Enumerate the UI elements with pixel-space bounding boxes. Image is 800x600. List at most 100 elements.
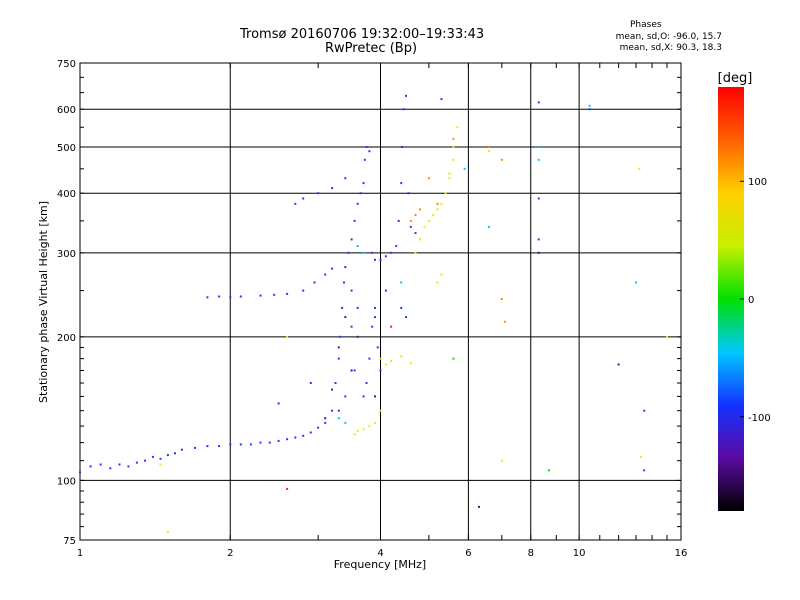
data-point — [339, 335, 342, 338]
data-point — [249, 443, 252, 446]
x-axis-label: Frequency [MHz] — [334, 558, 426, 571]
data-point — [427, 219, 430, 222]
data-point — [423, 225, 426, 228]
data-point — [356, 429, 359, 432]
data-point — [384, 363, 387, 366]
phase-stat-x: mean, sd,X: 90.3, 18.3 — [619, 43, 722, 53]
data-point — [118, 463, 121, 466]
data-point — [277, 402, 280, 405]
data-point — [334, 382, 337, 384]
data-point — [414, 214, 417, 216]
data-point — [286, 335, 289, 338]
data-point — [432, 214, 435, 216]
y-tick-label: 600 — [57, 105, 76, 116]
data-point — [353, 219, 356, 222]
y-axis-label: Stationary phase Virtual Height [km] — [37, 201, 50, 403]
data-point — [324, 421, 327, 424]
data-point — [286, 292, 289, 295]
colorbar-gradient — [718, 87, 744, 511]
colorbar-tick-label: 100 — [748, 177, 767, 188]
data-point — [440, 273, 443, 276]
data-point — [350, 369, 353, 372]
data-point — [286, 438, 289, 441]
data-point — [635, 281, 637, 284]
data-point — [379, 357, 382, 360]
data-point — [500, 459, 503, 462]
data-point — [344, 316, 347, 319]
data-point — [407, 192, 410, 195]
data-point — [337, 409, 340, 412]
data-point — [356, 306, 359, 309]
data-point — [239, 443, 242, 446]
data-point — [368, 150, 371, 153]
data-point — [363, 158, 366, 161]
data-point — [409, 225, 412, 228]
data-point — [365, 382, 368, 384]
y-tick-label: 500 — [57, 143, 76, 154]
data-point — [343, 281, 345, 284]
y-tick-label: 300 — [57, 249, 76, 260]
data-point — [488, 150, 491, 153]
data-point — [463, 167, 466, 170]
chart-title: Tromsø 20160706 19:32:00–19:33:43 — [240, 27, 485, 42]
data-point — [350, 238, 353, 241]
y-tick-label: 75 — [63, 536, 76, 547]
data-point — [362, 428, 365, 431]
data-point — [206, 296, 209, 299]
data-point — [427, 177, 430, 180]
data-point — [588, 104, 591, 107]
data-point — [414, 232, 417, 235]
data-point — [390, 251, 393, 254]
data-point — [537, 158, 540, 161]
data-point — [436, 281, 439, 284]
data-point — [440, 202, 443, 205]
data-point — [617, 363, 620, 366]
data-point — [337, 417, 340, 420]
chart-subtitle: RwPretec (Bp) — [325, 41, 418, 56]
data-point — [395, 245, 398, 247]
data-point — [89, 465, 92, 468]
data-point — [440, 98, 443, 101]
y-tick-label: 750 — [57, 59, 76, 70]
data-point — [643, 469, 646, 472]
data-point — [488, 146, 491, 148]
data-point — [331, 409, 334, 412]
data-point — [309, 382, 312, 384]
data-point — [374, 421, 376, 424]
data-point — [478, 505, 480, 508]
data-point — [371, 251, 374, 254]
data-point — [218, 445, 221, 448]
data-point — [273, 293, 276, 296]
data-point — [277, 439, 280, 442]
y-tick-label: 400 — [57, 189, 76, 200]
data-point — [400, 355, 403, 358]
data-point — [384, 289, 387, 292]
data-point — [159, 457, 162, 460]
data-point — [166, 530, 169, 533]
data-point — [350, 325, 353, 328]
grid — [80, 63, 681, 540]
data-point — [547, 469, 550, 472]
data-point — [259, 441, 262, 444]
data-point — [302, 197, 305, 200]
data-point — [259, 294, 262, 297]
data-point — [374, 395, 376, 398]
data-point — [368, 357, 371, 360]
data-point — [419, 208, 421, 211]
y-axis: 75 100 200 300 400 500 600 750 — [57, 59, 681, 547]
data-point — [436, 208, 439, 211]
data-point — [503, 320, 506, 323]
data-point — [452, 137, 455, 140]
x-tick-label: 16 — [675, 548, 688, 559]
data-point — [313, 281, 316, 284]
data-point — [344, 266, 347, 269]
data-point — [337, 357, 340, 360]
data-point — [331, 187, 334, 190]
data-point — [194, 446, 196, 449]
data-point — [400, 281, 403, 284]
data-point — [401, 146, 404, 148]
data-point — [294, 436, 297, 439]
data-point — [384, 255, 387, 258]
data-point — [353, 433, 356, 436]
data-point — [229, 296, 232, 299]
